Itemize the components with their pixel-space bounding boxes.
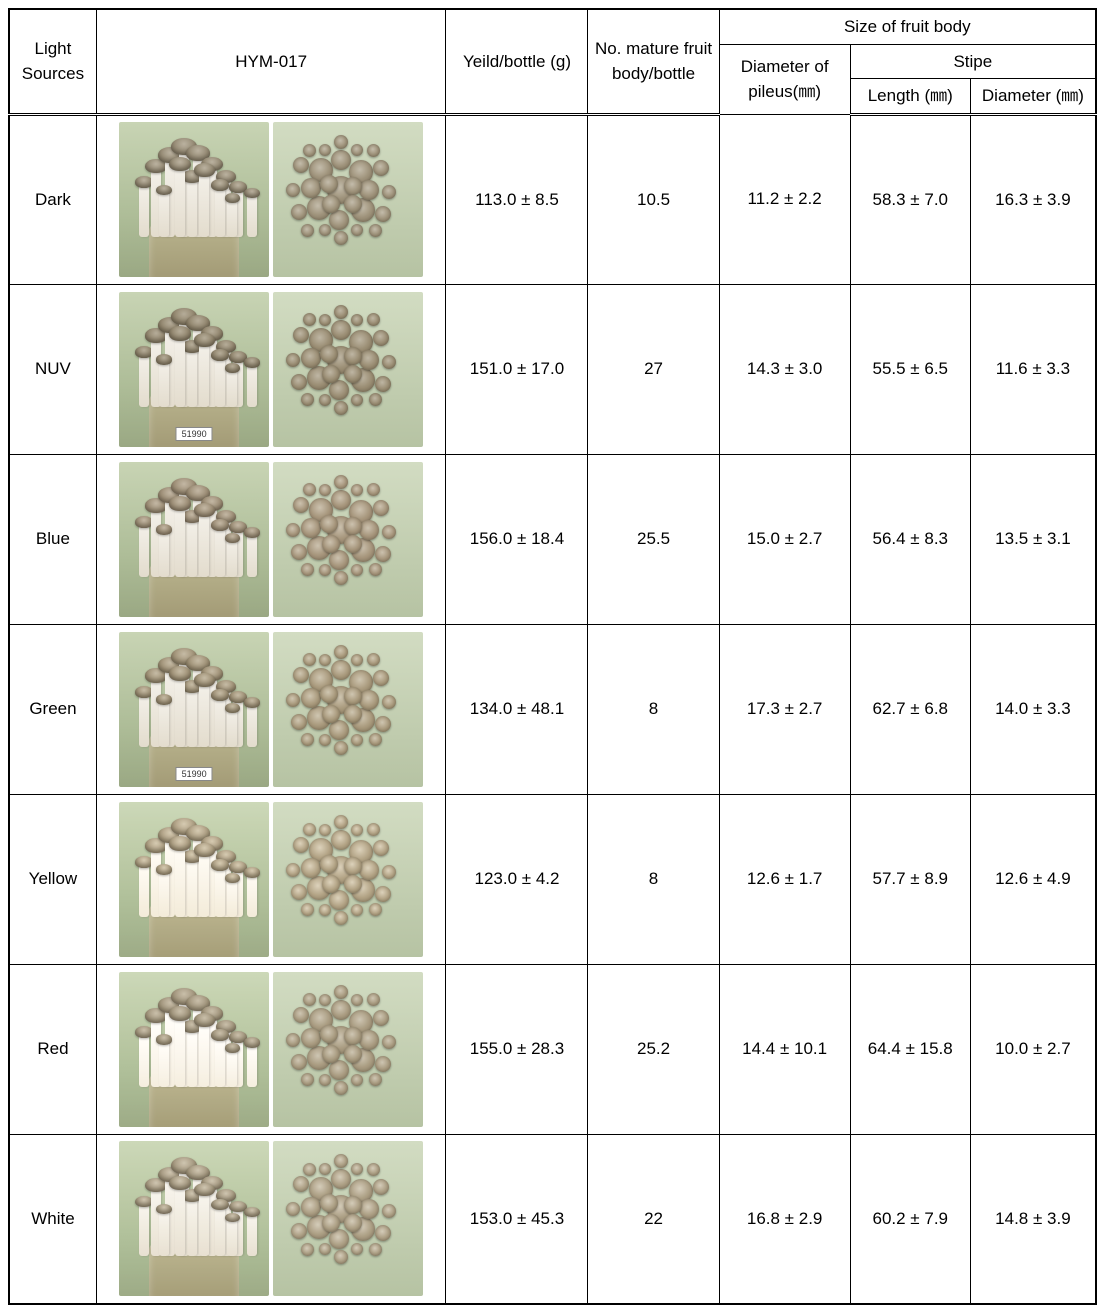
cell-yield: 151.0 ± 17.0: [446, 284, 588, 454]
cell-pileus: 16.8 ± 2.9: [719, 1134, 850, 1304]
hdr-size-group: Size of fruit body: [719, 9, 1096, 44]
cell-image: [96, 114, 446, 284]
cell-stipe-length: 56.4 ± 8.3: [850, 454, 970, 624]
cell-light-source: Yellow: [9, 794, 96, 964]
cell-image: 51990: [96, 624, 446, 794]
table-row: White 153.0 ± 45.32216.8 ± 2.960.2 ± 7.91…: [9, 1134, 1096, 1304]
cell-count: 8: [588, 794, 719, 964]
cell-image: [96, 964, 446, 1134]
cell-count: 10.5: [588, 114, 719, 284]
mushroom-top-photo: [273, 462, 423, 617]
cell-image: [96, 794, 446, 964]
cell-stipe-length: 55.5 ± 6.5: [850, 284, 970, 454]
cell-stipe-length: 60.2 ± 7.9: [850, 1134, 970, 1304]
table-row: Blue 156.0 ± 18.425.515.0 ± 2.756.4 ± 8.3…: [9, 454, 1096, 624]
cell-yield: 156.0 ± 18.4: [446, 454, 588, 624]
cell-stipe-diameter: 16.3 ± 3.9: [970, 114, 1096, 284]
table-row: NUV 51990 151.0 ± 17.02714.3 ± 3.055.5 ± 6…: [9, 284, 1096, 454]
cell-light-source: White: [9, 1134, 96, 1304]
mushroom-side-photo: [119, 462, 269, 617]
cell-yield: 113.0 ± 8.5: [446, 114, 588, 284]
cell-stipe-diameter: 10.0 ± 2.7: [970, 964, 1096, 1134]
table-header: Light Sources HYM-017 Yeild/bottle (g) N…: [9, 9, 1096, 114]
cell-pileus: 14.4 ± 10.1: [719, 964, 850, 1134]
mushroom-side-photo: [119, 122, 269, 277]
cell-light-source: Dark: [9, 114, 96, 284]
table-body: Dark113.0 ± 8.510.511.2 ± 2.258.3 ± 7.01…: [9, 114, 1096, 1304]
table-row: Yellow 123.0 ± 4.2812.6 ± 1.757.7 ± 8.912…: [9, 794, 1096, 964]
hdr-yield: Yeild/bottle (g): [446, 9, 588, 114]
cell-light-source: NUV: [9, 284, 96, 454]
cell-stipe-length: 62.7 ± 6.8: [850, 624, 970, 794]
cell-pileus: 17.3 ± 2.7: [719, 624, 850, 794]
sample-tag: 51990: [176, 427, 213, 441]
hdr-light-sources: Light Sources: [9, 9, 96, 114]
mushroom-side-photo: 51990: [119, 292, 269, 447]
cell-stipe-diameter: 12.6 ± 4.9: [970, 794, 1096, 964]
mushroom-side-photo: [119, 972, 269, 1127]
mushroom-side-photo: [119, 802, 269, 957]
cell-image: 51990: [96, 284, 446, 454]
cell-count: 27: [588, 284, 719, 454]
cell-stipe-length: 64.4 ± 15.8: [850, 964, 970, 1134]
mushroom-top-photo: [273, 1141, 423, 1296]
mushroom-top-photo: [273, 972, 423, 1127]
cell-stipe-diameter: 14.0 ± 3.3: [970, 624, 1096, 794]
hdr-count: No. mature fruit body/bottle: [588, 9, 719, 114]
cell-yield: 153.0 ± 45.3: [446, 1134, 588, 1304]
mushroom-table: Light Sources HYM-017 Yeild/bottle (g) N…: [8, 8, 1097, 1305]
cell-count: 25.2: [588, 964, 719, 1134]
mushroom-top-photo: [273, 802, 423, 957]
cell-light-source: Green: [9, 624, 96, 794]
cell-pileus: 11.2 ± 2.2: [719, 114, 850, 284]
cell-pileus: 15.0 ± 2.7: [719, 454, 850, 624]
cell-pileus: 14.3 ± 3.0: [719, 284, 850, 454]
mushroom-side-photo: [119, 1141, 269, 1296]
cell-count: 8: [588, 624, 719, 794]
hdr-pileus: Diameter of pileus(㎜): [719, 44, 850, 114]
mushroom-top-photo: [273, 292, 423, 447]
cell-stipe-diameter: 14.8 ± 3.9: [970, 1134, 1096, 1304]
hdr-stipe-len: Length (㎜): [850, 79, 970, 115]
cell-yield: 134.0 ± 48.1: [446, 624, 588, 794]
mushroom-side-photo: 51990: [119, 632, 269, 787]
cell-image: [96, 454, 446, 624]
cell-pileus: 12.6 ± 1.7: [719, 794, 850, 964]
cell-stipe-diameter: 11.6 ± 3.3: [970, 284, 1096, 454]
cell-yield: 155.0 ± 28.3: [446, 964, 588, 1134]
cell-count: 22: [588, 1134, 719, 1304]
cell-image: [96, 1134, 446, 1304]
hdr-stipe-dia: Diameter (㎜): [970, 79, 1096, 115]
table-row: Dark 113.0 ± 8.510.511.2 ± 2.258.3 ± 7.01…: [9, 114, 1096, 284]
sample-tag: 51990: [176, 767, 213, 781]
hdr-stipe-group: Stipe: [850, 44, 1096, 79]
cell-count: 25.5: [588, 454, 719, 624]
table-row: Green 51990 134.0 ± 48.1817.3 ± 2.762.7 ± …: [9, 624, 1096, 794]
mushroom-top-photo: [273, 632, 423, 787]
hdr-hym: HYM-017: [96, 9, 446, 114]
cell-yield: 123.0 ± 4.2: [446, 794, 588, 964]
cell-stipe-diameter: 13.5 ± 3.1: [970, 454, 1096, 624]
cell-stipe-length: 58.3 ± 7.0: [850, 114, 970, 284]
cell-light-source: Red: [9, 964, 96, 1134]
table-row: Red 155.0 ± 28.325.214.4 ± 10.164.4 ± 15.…: [9, 964, 1096, 1134]
cell-light-source: Blue: [9, 454, 96, 624]
mushroom-top-photo: [273, 122, 423, 277]
cell-stipe-length: 57.7 ± 8.9: [850, 794, 970, 964]
